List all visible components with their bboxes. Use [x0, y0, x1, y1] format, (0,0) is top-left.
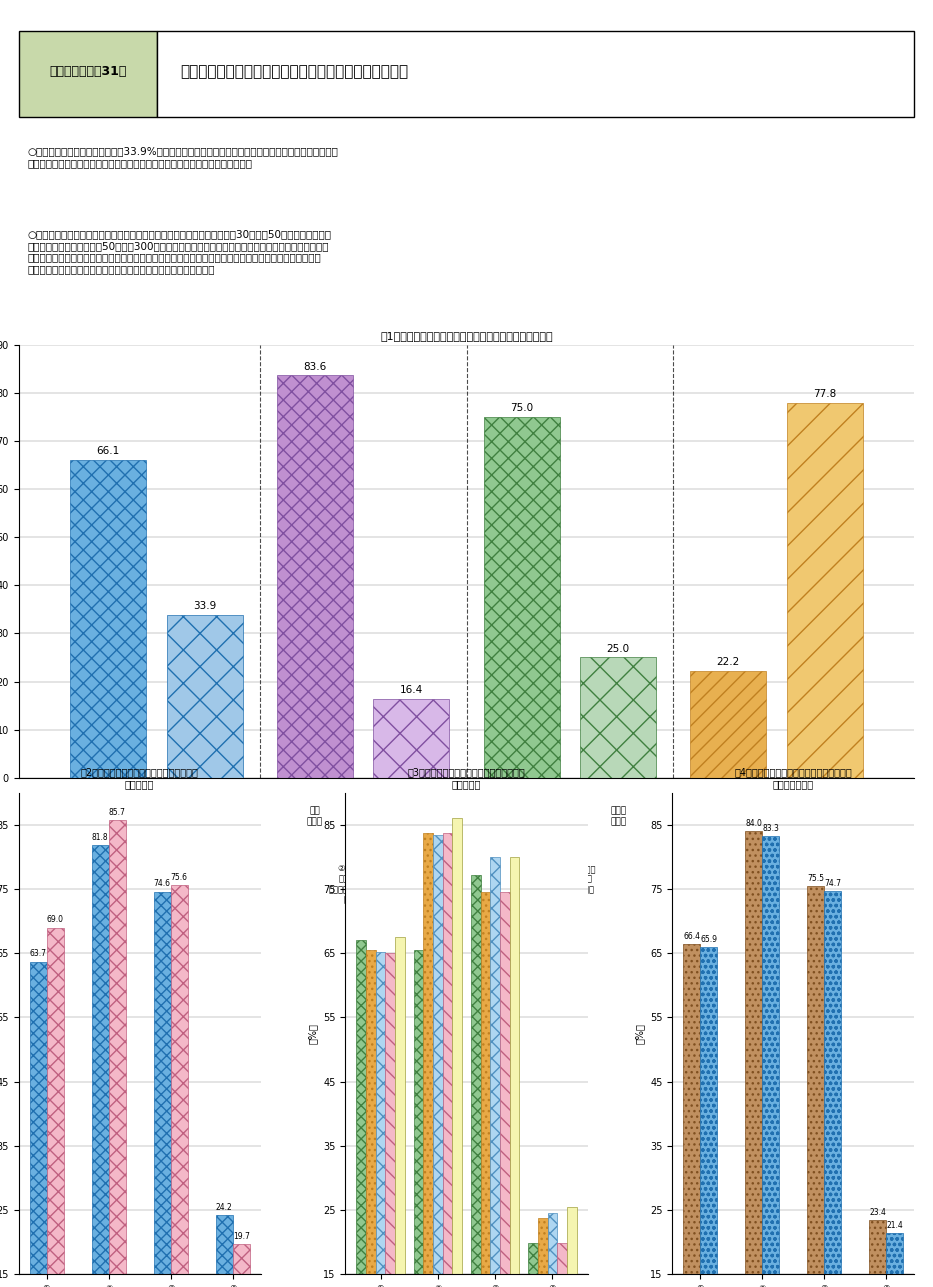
Text: 24.2: 24.2 [216, 1203, 232, 1212]
Text: 出来て
いない: 出来て いない [403, 807, 420, 826]
Y-axis label: （%）: （%） [308, 1023, 317, 1044]
Text: 85.7: 85.7 [108, 808, 126, 817]
Bar [167, 615, 243, 777]
Text: 出来
ている: 出来 ている [100, 807, 117, 826]
Text: 我が国おけるリカバリー経験（休み方）の概況について: 我が国おけるリカバリー経験（休み方）の概況について [180, 64, 408, 80]
Bar [108, 820, 126, 1287]
Text: 75.6: 75.6 [171, 873, 188, 882]
Bar [580, 658, 656, 777]
Text: 65.9: 65.9 [700, 936, 717, 945]
Text: 83.6: 83.6 [303, 362, 327, 372]
Text: ④休日等の余暇時間を
活用した自己啓発
（熟達）: ④休日等の余暇時間を 活用した自己啓発 （熟達） [750, 865, 802, 894]
Title: （4）リカバリー経験が出来ている者の割合
（居住地域別）: （4）リカバリー経験が出来ている者の割合 （居住地域別） [734, 767, 852, 789]
Bar [745, 831, 762, 1287]
Text: 74.7: 74.7 [824, 879, 842, 888]
Bar [70, 459, 146, 777]
Text: 69.0: 69.0 [47, 915, 63, 924]
Bar [385, 954, 395, 1287]
Text: ①休憩時間や休日等の余暇時間に
おいて、仕事のことを考える
ことなく、心理的に仕事から
十分に離れる
（心理的距離）: ①休憩時間や休日等の余暇時間に おいて、仕事のことを考える ことなく、心理的に仕… [118, 865, 195, 915]
Text: 21.4: 21.4 [886, 1221, 903, 1230]
Bar [807, 885, 825, 1287]
Bar [557, 1243, 567, 1287]
Bar [509, 857, 520, 1287]
Title: （3）リカバリー経験が出来ている者の割合
（年齢別）: （3）リカバリー経験が出来ている者の割合 （年齢別） [408, 767, 525, 789]
Text: 66.4: 66.4 [683, 932, 701, 941]
Text: 33.9: 33.9 [193, 601, 216, 611]
Text: 81.8: 81.8 [91, 833, 108, 842]
FancyBboxPatch shape [158, 31, 914, 117]
Text: 66.1: 66.1 [97, 445, 119, 456]
Y-axis label: （%）: （%） [634, 1023, 645, 1044]
Bar [700, 947, 717, 1287]
Bar [870, 1220, 886, 1287]
Bar [453, 819, 462, 1287]
Text: 19.7: 19.7 [233, 1232, 250, 1241]
Text: 行って
いない: 行って いない [816, 807, 833, 826]
Title: （1）我が国おけるリカバリー経験の概況（調査対象計）: （1）我が国おけるリカバリー経験の概況（調査対象計） [380, 331, 553, 341]
Text: 出来て
いない: 出来て いない [197, 807, 213, 826]
Text: 23.4: 23.4 [870, 1208, 886, 1218]
Bar [528, 1243, 538, 1287]
Bar [154, 892, 171, 1287]
Bar [442, 833, 453, 1287]
Bar [30, 961, 47, 1287]
Text: 25.0: 25.0 [606, 644, 630, 654]
Bar [886, 1233, 903, 1287]
Bar [91, 846, 108, 1287]
Bar [433, 834, 442, 1287]
Text: ③休憩時間や休日等の
余暇時間において、
リラックスできている
（リラックス）: ③休憩時間や休日等の 余暇時間において、 リラックスできている （リラックス） [544, 865, 596, 905]
Bar [567, 1207, 577, 1287]
Text: 74.6: 74.6 [154, 879, 171, 888]
Text: 75.0: 75.0 [510, 403, 533, 413]
Text: 77.8: 77.8 [814, 390, 836, 399]
Bar [825, 891, 842, 1287]
Title: （2）リカバリー経験が出来ている者の割合
（男女別）: （2）リカバリー経験が出来ている者の割合 （男女別） [81, 767, 199, 789]
Text: 第２－（３）－31図: 第２－（３）－31図 [49, 66, 126, 79]
Bar [216, 1215, 233, 1287]
Bar [171, 885, 188, 1287]
Bar [277, 376, 353, 777]
Bar [233, 1245, 250, 1287]
Bar [483, 417, 560, 777]
Bar [366, 950, 376, 1287]
Text: 出来
ている: 出来 ている [307, 807, 323, 826]
Text: 84.0: 84.0 [745, 819, 762, 828]
Bar [762, 835, 779, 1287]
Bar [548, 1214, 557, 1287]
Text: 83.3: 83.3 [762, 824, 779, 833]
Text: 出来て
いない: 出来て いない [610, 807, 626, 826]
Text: 22.2: 22.2 [717, 658, 740, 667]
Text: 63.7: 63.7 [30, 950, 47, 959]
Bar [471, 875, 480, 1287]
Text: ○　「心理的距離」「リラックス」「コントロール」については、男性、30歳台〜50歳台、係長・主任
　　相当職や課長相当職、50人超〜300以下の中規模企業に勤め: ○ 「心理的距離」「リラックス」「コントロール」については、男性、30歳台〜50… [28, 229, 331, 274]
Bar [538, 1219, 548, 1287]
Bar [395, 937, 405, 1287]
Bar [683, 945, 700, 1287]
Bar [47, 928, 63, 1287]
Text: 行って
いる: 行って いる [720, 807, 736, 826]
Text: ②休憩時間や休日等の
余暇時間の過ごし方を
自分自身で決めることができる
（コントロール）: ②休憩時間や休日等の 余暇時間の過ごし方を 自分自身で決めることができる （コン… [328, 865, 398, 905]
Bar [356, 941, 366, 1287]
Bar [373, 699, 450, 777]
Bar [424, 833, 433, 1287]
Text: 出来
ている: 出来 ている [513, 807, 530, 826]
Text: 16.4: 16.4 [399, 685, 423, 695]
Bar [690, 671, 766, 777]
Bar [491, 857, 500, 1287]
Bar [376, 952, 385, 1287]
FancyBboxPatch shape [19, 31, 158, 117]
Text: ○　「心理的距離」については、33.9%が「出来ていない」と自己評価しており、「リラックス」や「コ
　　ントロール」における同評価と比較すると、高い水準にあるこ: ○ 「心理的距離」については、33.9%が「出来ていない」と自己評価しており、「… [28, 147, 339, 169]
Bar [480, 892, 491, 1287]
Bar [413, 950, 424, 1287]
Text: 75.5: 75.5 [807, 874, 825, 883]
Bar [787, 403, 863, 777]
Bar [500, 892, 509, 1287]
